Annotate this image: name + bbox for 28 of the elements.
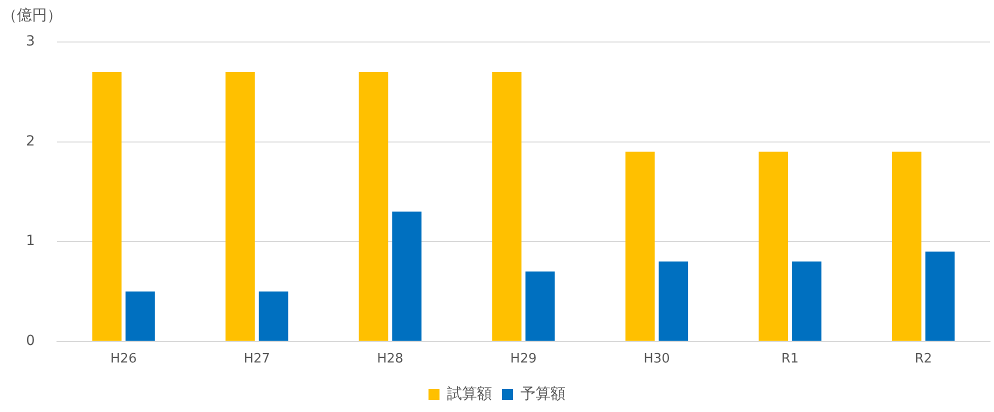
x-tick-label: H27: [244, 352, 270, 367]
y-tick-label: 3: [26, 34, 35, 50]
x-tick-label: R1: [781, 352, 799, 367]
bar: [625, 152, 655, 341]
bar: [226, 72, 255, 341]
y-tick-label: 1: [26, 233, 35, 250]
bar: [126, 292, 155, 341]
legend-label: 試算額: [447, 384, 492, 402]
bar: [525, 272, 555, 341]
bar: [792, 262, 822, 341]
x-tick-label: H30: [644, 352, 670, 367]
legend-label: 予算額: [520, 384, 566, 402]
bar: [925, 252, 955, 341]
x-tick-label: R2: [914, 352, 932, 367]
x-tick-label: H26: [110, 352, 137, 367]
bar: [92, 72, 122, 341]
y-axis-title: （億円）: [2, 6, 62, 25]
bar: [758, 152, 788, 341]
bar: [392, 212, 422, 341]
bar: [892, 152, 922, 341]
bar: [492, 72, 522, 341]
x-tick-label: H29: [510, 352, 537, 367]
bar: [658, 262, 688, 341]
bar: [358, 72, 388, 341]
bar: [258, 292, 288, 341]
x-tick-label: H28: [376, 352, 404, 367]
y-tick-label: 2: [26, 133, 35, 150]
y-tick-label: 0: [26, 333, 35, 350]
